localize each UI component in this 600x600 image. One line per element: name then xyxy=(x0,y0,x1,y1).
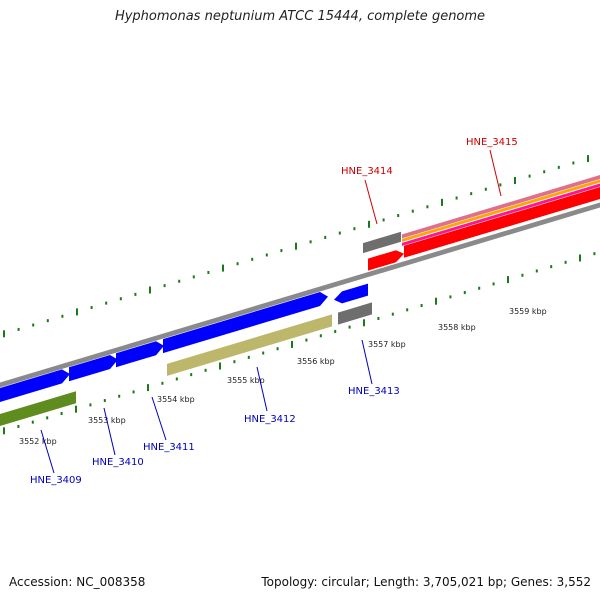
tick-label: 3554 kbp xyxy=(157,395,195,404)
gene-leader-line xyxy=(151,396,167,441)
tick-label: 3555 kbp xyxy=(227,376,265,385)
gene-hne-3411-arrow xyxy=(116,341,164,368)
tick-label: 3556 kbp xyxy=(297,357,335,366)
feature-gray-lower xyxy=(338,302,372,325)
gene-label: HNE_3411 xyxy=(143,442,195,453)
feature-khaki xyxy=(167,314,332,376)
feature-gray-upper xyxy=(363,231,401,254)
accession-text: Accession: NC_008358 xyxy=(9,575,146,589)
feature-layer xyxy=(0,174,600,427)
tick-label: 3552 kbp xyxy=(19,437,57,446)
gene-leader-line xyxy=(103,407,116,456)
feature-olive xyxy=(0,391,76,427)
gene-leader-line xyxy=(489,149,502,197)
gene-hne-3410-arrow xyxy=(69,355,118,382)
feature-red-long xyxy=(404,187,600,258)
gene-label: HNE_3412 xyxy=(244,414,296,425)
tick-label: 3558 kbp xyxy=(438,323,476,332)
page-title: Hyphomonas neptunium ATCC 15444, complet… xyxy=(114,9,486,24)
feature-band-orange xyxy=(402,179,600,242)
feature-band-pink xyxy=(402,174,600,239)
gene-hne-3413-arrow xyxy=(334,283,368,304)
tick-layer xyxy=(3,155,596,435)
gene-leader-line xyxy=(361,339,373,385)
feature-red-short xyxy=(368,250,404,271)
gene-leader-line xyxy=(256,366,268,412)
gene-hne-3409-arrow xyxy=(0,369,70,402)
tick-label: 3557 kbp xyxy=(368,340,406,349)
tick-label: 3559 kbp xyxy=(509,307,547,316)
gene-leader-line xyxy=(40,429,55,474)
gene-label: HNE_3410 xyxy=(92,457,144,468)
feature-band-magenta xyxy=(402,183,600,246)
gene-label: HNE_3414 xyxy=(341,166,393,177)
gene-label: HNE_3409 xyxy=(30,475,82,486)
gene-label: HNE_3413 xyxy=(348,386,400,397)
topology-text: Topology: circular; Length: 3,705,021 bp… xyxy=(261,575,591,589)
gene-label: HNE_3415 xyxy=(466,137,518,148)
gene-hne-3412-arrow xyxy=(163,292,328,354)
gene-leader-line xyxy=(364,179,378,225)
backbone-line xyxy=(0,202,600,388)
backbone-layer xyxy=(0,202,600,388)
